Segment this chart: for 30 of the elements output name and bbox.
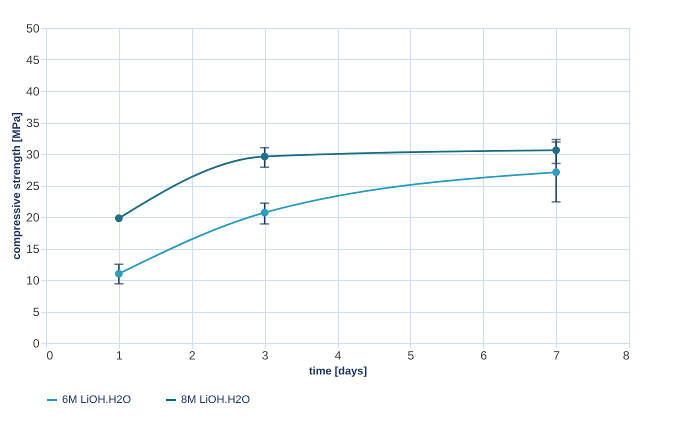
y-tick-label: 15 xyxy=(26,242,40,256)
y-tick-label: 25 xyxy=(26,179,40,193)
x-tick-label: 4 xyxy=(334,348,342,362)
point xyxy=(552,168,560,176)
point xyxy=(552,146,560,154)
y-tick-label: 5 xyxy=(32,305,40,319)
x-axis-title: time [days] xyxy=(308,366,368,378)
x-tick-label: 3 xyxy=(262,348,269,362)
y-tick-label: 0 xyxy=(32,336,40,350)
x-tick-label: 0 xyxy=(46,348,54,362)
legend-label: 8M LiOH.H2O xyxy=(181,394,251,406)
y-axis-title: compressive strength [MPa] xyxy=(11,112,24,260)
point xyxy=(115,214,123,222)
x-tick-label: 7 xyxy=(553,348,560,362)
y-tick-label: 50 xyxy=(26,22,40,36)
x-tick-label: 2 xyxy=(188,348,196,362)
y-tick-label: 40 xyxy=(26,84,40,98)
y-tick-label: 30 xyxy=(26,148,40,162)
point xyxy=(260,208,268,216)
x-tick-label: 5 xyxy=(408,348,415,362)
x-tick-label: 6 xyxy=(480,348,488,362)
y-tick-label: 20 xyxy=(26,210,40,224)
y-tick-label: 35 xyxy=(26,116,40,130)
legend-label: 6M LiOH.H2O xyxy=(62,394,132,406)
point xyxy=(115,270,123,278)
y-tick-label: 10 xyxy=(26,274,40,288)
y-tick-label: 45 xyxy=(26,53,40,67)
x-tick-label: 8 xyxy=(622,348,630,362)
point xyxy=(260,152,268,160)
x-tick-label: 1 xyxy=(116,348,124,362)
